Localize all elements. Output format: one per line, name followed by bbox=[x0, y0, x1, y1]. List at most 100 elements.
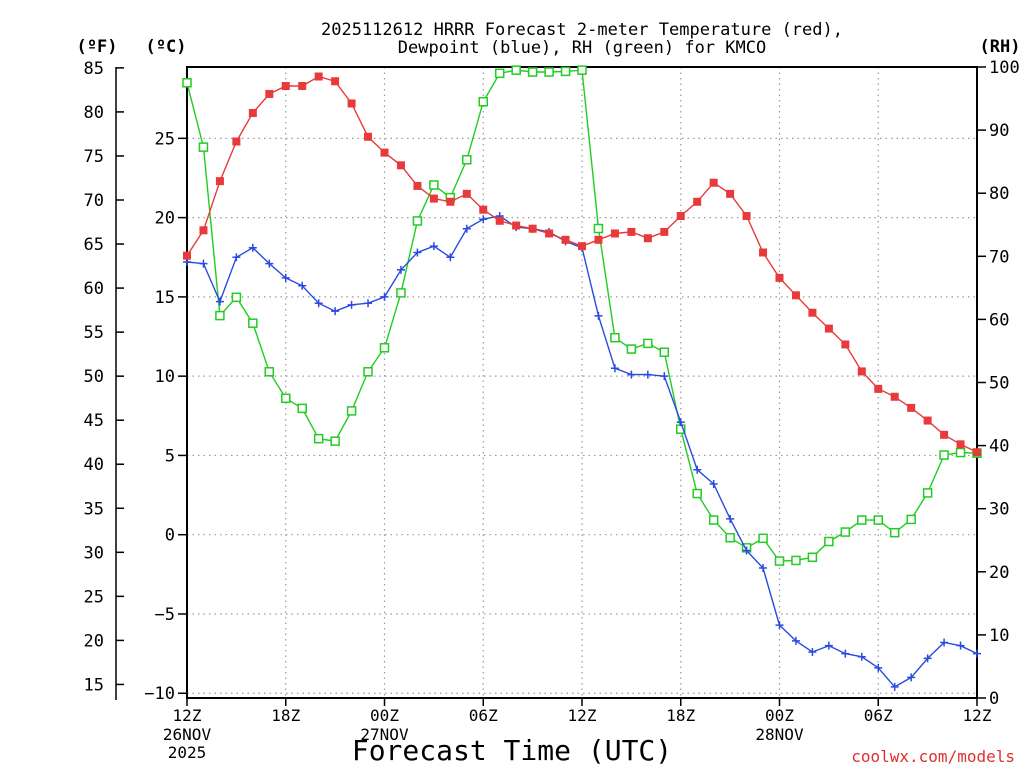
dewpoint-point bbox=[890, 682, 899, 691]
x-tick-label: 00Z bbox=[765, 706, 794, 725]
fahrenheit-tick-label: 55 bbox=[84, 323, 104, 343]
rh-point bbox=[248, 318, 258, 328]
fahrenheit-tick-label: 30 bbox=[84, 543, 104, 563]
temperature-point bbox=[545, 229, 554, 238]
celsius-tick-label: 0 bbox=[165, 526, 175, 546]
temperature-point bbox=[824, 324, 833, 333]
rh-point bbox=[560, 66, 571, 77]
rh-point bbox=[889, 527, 900, 538]
temperature-point bbox=[726, 189, 735, 198]
rh-point bbox=[758, 533, 768, 544]
celsius-axis-unit: (ºC) bbox=[146, 37, 187, 57]
dewpoint-point bbox=[627, 370, 636, 379]
rh-point bbox=[643, 338, 653, 349]
rh-tick-label: 0 bbox=[989, 689, 999, 709]
x-tick-year: 2025 bbox=[168, 743, 207, 762]
dewpoint-point bbox=[874, 663, 883, 672]
fahrenheit-tick-label: 15 bbox=[84, 675, 104, 695]
dewpoint-point bbox=[676, 418, 685, 427]
temperature-point bbox=[874, 384, 883, 393]
dewpoint-point bbox=[462, 224, 471, 233]
dewpoint-point bbox=[429, 242, 438, 251]
dewpoint-point bbox=[759, 563, 768, 572]
temperature-point bbox=[364, 132, 373, 141]
x-tick-label: 06Z bbox=[469, 706, 498, 725]
temperature-point bbox=[742, 212, 751, 221]
rh-point bbox=[478, 96, 488, 107]
dewpoint-point bbox=[396, 265, 405, 274]
temperature-point bbox=[413, 181, 422, 190]
dewpoint-point bbox=[446, 253, 455, 262]
dewpoint-point bbox=[808, 648, 817, 657]
x-tick-label: 00Z bbox=[370, 706, 399, 725]
rh-point bbox=[610, 332, 620, 343]
fahrenheit-tick-label: 75 bbox=[84, 147, 104, 167]
temperature-point bbox=[479, 205, 488, 214]
rh-tick-label: 30 bbox=[989, 500, 1009, 520]
temperature-point bbox=[973, 448, 981, 457]
chart-title-line1: 2025112612 HRRR Forecast 2-meter Tempera… bbox=[321, 20, 843, 40]
rh-point bbox=[511, 65, 521, 75]
rh-point bbox=[363, 367, 373, 377]
dewpoint-point bbox=[923, 654, 932, 663]
temperature-point bbox=[298, 82, 307, 91]
rh-point bbox=[725, 532, 735, 543]
rh-point bbox=[659, 347, 670, 357]
grid-lines bbox=[187, 67, 977, 698]
dewpoint-point bbox=[973, 649, 981, 658]
rh-point bbox=[297, 403, 307, 414]
temperature-point bbox=[890, 392, 899, 401]
dewpoint-point bbox=[824, 641, 833, 650]
rh-point bbox=[313, 433, 324, 444]
fahrenheit-tick-label: 65 bbox=[84, 235, 104, 255]
x-tick-label: 18Z bbox=[271, 706, 300, 725]
rh-point bbox=[330, 436, 340, 446]
rh-point bbox=[840, 527, 851, 537]
rh-point bbox=[939, 450, 949, 460]
temperature-point bbox=[923, 416, 932, 425]
temperature-point bbox=[396, 161, 405, 170]
rh-point bbox=[807, 552, 818, 563]
x-tick-date: 28NOV bbox=[755, 725, 804, 744]
dewpoint-point bbox=[775, 621, 784, 630]
celsius-tick-label: −5 bbox=[155, 605, 175, 625]
fahrenheit-tick-label: 20 bbox=[84, 631, 104, 651]
temperature-point bbox=[660, 227, 669, 236]
rh-tick-label: 80 bbox=[989, 184, 1009, 204]
fahrenheit-tick-label: 50 bbox=[84, 367, 104, 387]
x-tick-label: 06Z bbox=[864, 706, 893, 725]
dewpoint-point bbox=[956, 641, 965, 650]
rh-point bbox=[906, 514, 916, 525]
rh-point bbox=[182, 78, 192, 88]
rh-point bbox=[198, 142, 209, 152]
rh-point bbox=[922, 488, 933, 498]
fahrenheit-axis-unit: (ºF) bbox=[77, 37, 118, 57]
fahrenheit-tick-label: 80 bbox=[84, 103, 104, 123]
celsius-tick-label: 20 bbox=[155, 209, 175, 229]
rh-tick-label: 20 bbox=[989, 563, 1009, 583]
dewpoint-point bbox=[610, 364, 619, 373]
rh-point bbox=[791, 555, 801, 566]
rh-axis-unit: (RH) bbox=[980, 37, 1021, 57]
temperature-point bbox=[594, 235, 603, 244]
dewpoint-point bbox=[791, 636, 800, 645]
rh-point bbox=[412, 216, 423, 226]
dewpoint-point bbox=[413, 248, 422, 257]
temperature-point bbox=[841, 340, 850, 349]
fahrenheit-tick-label: 25 bbox=[84, 587, 104, 607]
rh-point bbox=[857, 515, 867, 525]
x-tick-date: 27NOV bbox=[360, 725, 409, 744]
dewpoint-point bbox=[643, 370, 652, 379]
dewpoint-point bbox=[742, 546, 751, 555]
x-axis-label: Forecast Time (UTC) bbox=[352, 734, 672, 767]
temperature-point bbox=[429, 194, 438, 203]
rh-tick-label: 40 bbox=[989, 437, 1009, 457]
rh-point bbox=[379, 343, 390, 353]
rh-tick-label: 60 bbox=[989, 310, 1009, 330]
dewpoint-point bbox=[693, 465, 702, 474]
temperature-point bbox=[709, 178, 718, 187]
rh-point bbox=[708, 515, 719, 525]
